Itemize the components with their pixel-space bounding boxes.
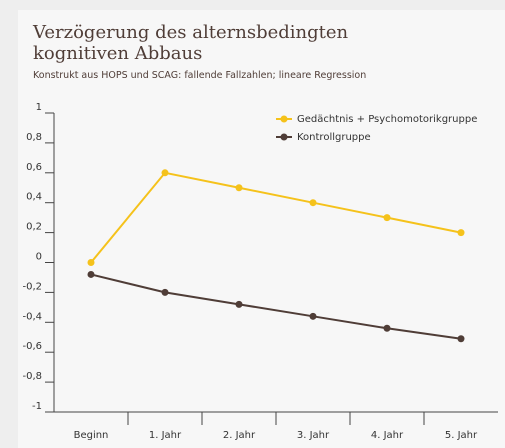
data-point: [457, 229, 465, 237]
data-point: [87, 259, 95, 266]
chart-subtitle: Konstrukt aus HOPS und SCAG: fallende Fa…: [33, 70, 367, 81]
x-tick-label: Beginn: [74, 430, 109, 441]
x-tick-label: 1. Jahr: [149, 430, 182, 441]
y-tick-label: 0,4: [26, 192, 42, 203]
y-tick-label: -0,2: [22, 281, 42, 292]
x-tick-label: 3. Jahr: [297, 430, 330, 441]
y-tick-label: -0,6: [22, 341, 42, 352]
data-point: [235, 184, 243, 192]
legend-label: Gedächtnis + Psychomotorikgruppe: [297, 114, 477, 125]
data-point: [383, 324, 391, 332]
y-tick-label: -1: [32, 401, 42, 412]
y-tick-label: -0,4: [22, 311, 42, 322]
legend-label: Kontrollgruppe: [297, 132, 371, 143]
chart-title: Verzögerung des alternsbedingten kogniti…: [33, 22, 349, 64]
data-point: [309, 312, 317, 320]
series-line: [90, 273, 462, 340]
x-tick-label: 5. Jahr: [445, 430, 478, 441]
series-line: [90, 171, 462, 264]
y-tick-label: 0,6: [26, 162, 42, 173]
y-tick-label: 1: [36, 102, 42, 113]
y-tick-label: 0,8: [26, 132, 42, 143]
card: [18, 10, 505, 448]
legend-marker: [280, 115, 288, 123]
x-tick-label: 2. Jahr: [223, 430, 256, 441]
data-point: [383, 214, 391, 222]
data-point: [87, 270, 95, 278]
data-point: [161, 288, 169, 296]
data-point: [457, 335, 465, 343]
data-point: [161, 169, 169, 177]
y-tick-label: 0,2: [26, 222, 42, 233]
y-tick-label: 0: [36, 252, 42, 263]
data-point: [235, 300, 243, 308]
y-tick-label: -0,8: [22, 371, 42, 382]
legend-marker: [280, 133, 288, 141]
x-tick-label: 4. Jahr: [371, 430, 404, 441]
data-point: [309, 199, 317, 207]
